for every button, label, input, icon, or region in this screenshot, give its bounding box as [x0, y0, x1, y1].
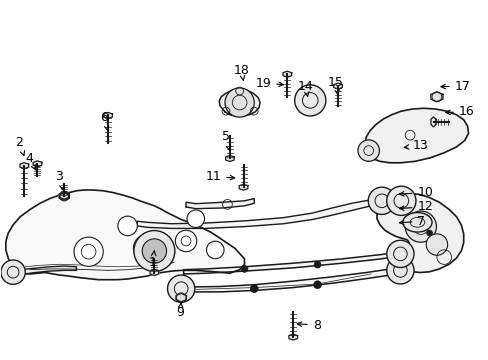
Polygon shape — [20, 163, 29, 168]
Text: 19: 19 — [255, 77, 283, 90]
Polygon shape — [137, 198, 380, 228]
Polygon shape — [376, 194, 463, 273]
Circle shape — [405, 211, 435, 242]
Text: 1: 1 — [149, 251, 157, 269]
Circle shape — [167, 275, 194, 302]
Circle shape — [134, 230, 175, 271]
Polygon shape — [60, 193, 68, 199]
Circle shape — [74, 237, 103, 266]
Text: 4: 4 — [25, 152, 36, 170]
Circle shape — [386, 186, 415, 215]
Circle shape — [118, 216, 137, 236]
Ellipse shape — [402, 212, 431, 232]
Polygon shape — [225, 156, 234, 162]
Circle shape — [1, 260, 25, 284]
Text: 8: 8 — [297, 319, 320, 332]
Polygon shape — [181, 268, 400, 292]
Text: 17: 17 — [440, 80, 470, 93]
Circle shape — [313, 281, 321, 289]
Polygon shape — [33, 161, 41, 167]
Text: 11: 11 — [205, 170, 234, 183]
Circle shape — [206, 241, 224, 259]
Circle shape — [294, 85, 325, 116]
Polygon shape — [283, 71, 291, 77]
Text: 2: 2 — [16, 136, 24, 156]
Circle shape — [175, 230, 196, 252]
Circle shape — [133, 234, 161, 262]
Circle shape — [357, 140, 379, 161]
Polygon shape — [185, 199, 254, 209]
Circle shape — [142, 239, 166, 263]
Circle shape — [224, 88, 254, 117]
Text: 6: 6 — [100, 111, 108, 130]
Polygon shape — [333, 83, 342, 89]
Polygon shape — [365, 108, 468, 163]
Polygon shape — [183, 252, 400, 274]
Polygon shape — [6, 266, 76, 275]
Polygon shape — [288, 334, 297, 340]
Polygon shape — [150, 270, 159, 275]
Circle shape — [313, 261, 320, 268]
Circle shape — [386, 240, 413, 267]
Polygon shape — [239, 184, 247, 190]
Text: 10: 10 — [399, 186, 432, 199]
Text: 15: 15 — [327, 76, 344, 95]
Circle shape — [250, 285, 258, 293]
Polygon shape — [430, 92, 442, 102]
Polygon shape — [6, 190, 244, 280]
Text: 5: 5 — [222, 130, 230, 150]
Circle shape — [241, 266, 247, 273]
Circle shape — [426, 234, 447, 255]
Polygon shape — [176, 293, 186, 302]
Text: 7: 7 — [399, 215, 425, 228]
Text: 13: 13 — [404, 139, 427, 152]
Circle shape — [367, 187, 395, 215]
Circle shape — [386, 257, 413, 284]
Text: 16: 16 — [445, 105, 474, 118]
Text: 18: 18 — [233, 64, 249, 80]
Polygon shape — [430, 117, 435, 127]
Text: 3: 3 — [55, 170, 64, 190]
Circle shape — [186, 210, 204, 228]
Polygon shape — [219, 90, 260, 116]
Text: 9: 9 — [176, 303, 184, 319]
Text: 14: 14 — [297, 80, 313, 96]
Polygon shape — [59, 192, 69, 200]
Circle shape — [426, 230, 432, 236]
Polygon shape — [103, 112, 112, 118]
Text: 12: 12 — [399, 201, 432, 213]
